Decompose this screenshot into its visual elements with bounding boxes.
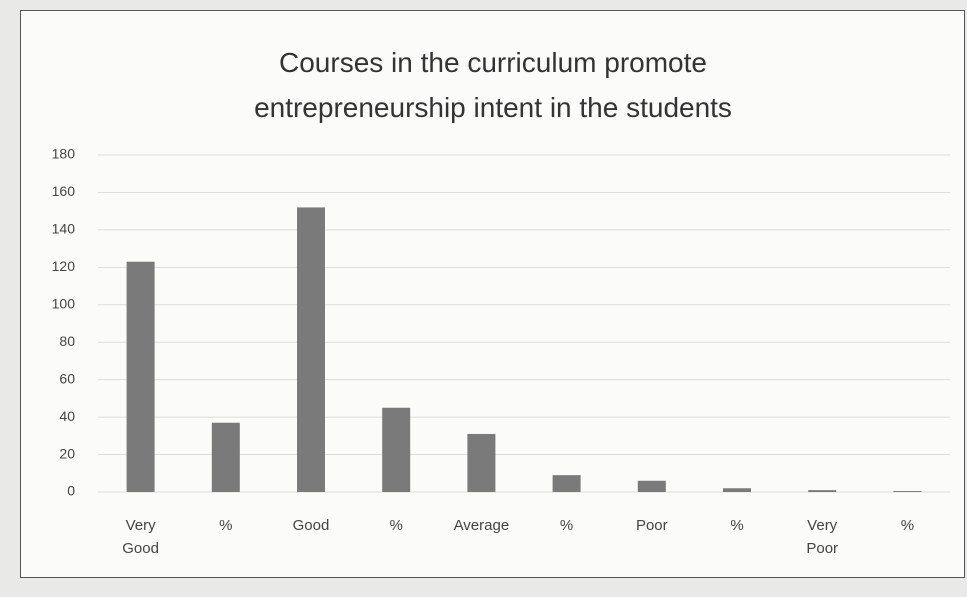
y-tick-label: 120 (52, 258, 76, 274)
y-tick-label: 20 (59, 445, 75, 461)
bar (467, 433, 496, 492)
chart-title: Courses in the curriculum promote entrep… (254, 47, 732, 123)
y-tick-label: 160 (52, 183, 76, 199)
bar (637, 480, 666, 492)
x-tick-label: % (559, 517, 574, 534)
x-tick-label: Very Good (122, 517, 159, 557)
y-tick-label: 0 (67, 483, 75, 499)
x-tick-label: % (730, 517, 744, 534)
x-tick-label: Poor (635, 517, 668, 534)
y-tick-label: 100 (52, 295, 76, 311)
y-tick-label: 60 (59, 370, 75, 386)
x-tick-label: Very Poor (806, 517, 839, 557)
y-tick-label: 80 (59, 333, 75, 349)
bar (211, 422, 240, 492)
bar (126, 261, 155, 492)
bar (382, 407, 411, 492)
bar (297, 207, 325, 492)
y-tick-label: 40 (59, 408, 75, 424)
y-tick-label: 140 (52, 221, 76, 237)
y-tick-label: 180 (52, 146, 76, 162)
bar (808, 490, 837, 492)
x-tick-label: % (900, 517, 915, 534)
bar (552, 475, 581, 492)
bar (723, 488, 751, 492)
x-tick-label: % (389, 517, 403, 534)
x-tick-label: Average (453, 517, 510, 534)
bar (893, 491, 922, 492)
x-tick-label: % (219, 517, 233, 534)
x-tick-label: Good (292, 517, 330, 534)
